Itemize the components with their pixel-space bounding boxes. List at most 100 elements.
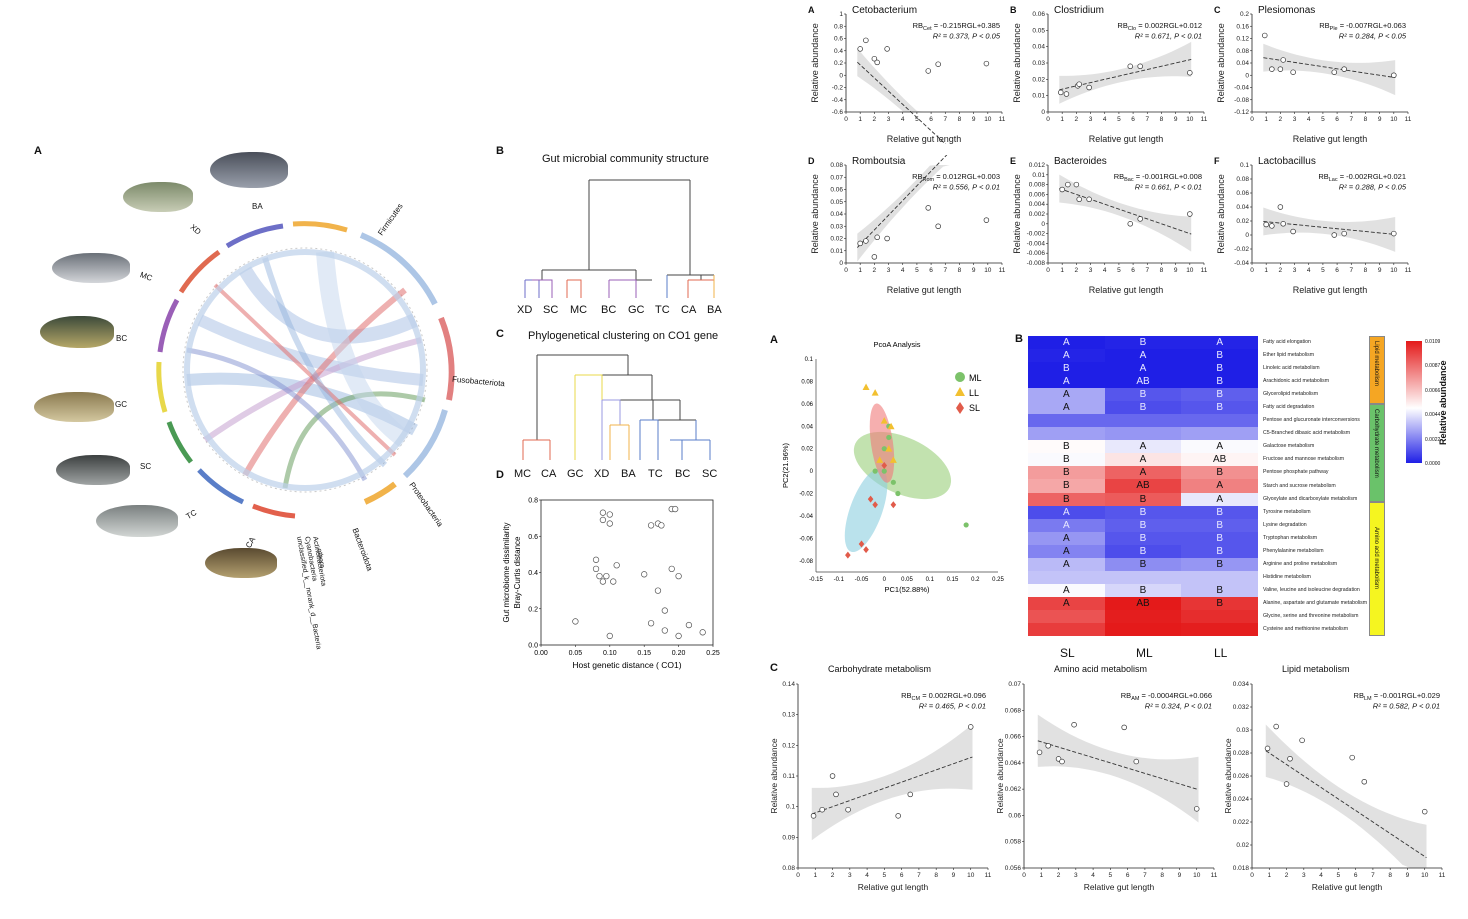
reg-romboutsia-x-tick-label: 6	[929, 267, 933, 274]
reg-clostridium-y-tick-label: 0.06	[1032, 11, 1045, 18]
scatter-d-point	[599, 509, 607, 516]
reg-carbohydrate-x-tick-label: 8	[934, 872, 938, 879]
fish-image-ba	[210, 152, 288, 188]
reg-lactobacillus-x-tick-label: 11	[1405, 267, 1412, 274]
reg-genus-title: Plesiomonas	[1258, 5, 1316, 16]
reg-plesiomonas-stats: R² = 0.284, P < 0.05	[1339, 32, 1407, 41]
reg-lactobacillus-x-tick-label: 8	[1364, 267, 1368, 274]
pcoa-point-ll	[876, 456, 884, 463]
heatmap-cell	[1181, 622, 1258, 636]
heatmap-cell	[1104, 414, 1182, 428]
reg-lactobacillus-x-tick-label: 2	[1279, 267, 1283, 274]
colorbar-tick-label: 0.0000	[1425, 461, 1441, 467]
heatmap-cell: B	[1104, 583, 1182, 597]
reg-clostridium-svg: 0 1 2 3 4 5 6 7 8 9 10 11 0 0.01 0.02 0.03 0.04 0.05 0.06 R…	[1012, 11, 1208, 144]
pcoa-y-tick-label: -0.04	[799, 514, 813, 520]
heatmap-cell	[1104, 570, 1182, 584]
reg-lactobacillus-x-tick-label: 3	[1293, 267, 1297, 274]
reg-lipid-point	[1287, 755, 1293, 762]
scatter-d-point	[592, 556, 600, 563]
pcoa-x-tick-label: 0.2	[971, 577, 980, 583]
reg-amino-point	[1059, 758, 1065, 765]
reg-lipid-x-tick-label: 2	[1285, 872, 1289, 879]
reg-romboutsia-x-tick-label: 1	[858, 267, 862, 274]
reg-amino-x-tick-label: 4	[1091, 872, 1095, 879]
reg-cetobacterium-x-label: Relative gut length	[887, 134, 962, 144]
scatter-d-x-tick-label: 0.10	[603, 650, 617, 657]
heatmap-row-label: Linoleic acid metabolism	[1263, 365, 1320, 372]
reg-amino-point	[1121, 724, 1127, 731]
scatter-d-point	[675, 632, 682, 640]
reg-plesiomonas-x-tick-label: 8	[1364, 116, 1368, 123]
reg-cetobacterium-point	[935, 61, 941, 67]
reg-romboutsia-x-tick-label: 11	[999, 267, 1006, 274]
reg-lipid-confidence-band	[1265, 724, 1427, 868]
reg-amino-y-tick-label: 0.058	[1005, 839, 1022, 846]
pcoa-y-tick-label: 0.06	[801, 402, 813, 408]
heatmap-row-label: Arginine and proline metabolism	[1263, 560, 1338, 567]
dendro-b-leaf-4: GC	[628, 304, 645, 316]
reg-bacteroides-point	[1127, 221, 1134, 227]
reg-carbohydrate-y-label: Relative abundance	[769, 738, 779, 813]
heatmap-cell: B	[1181, 596, 1258, 610]
reg-carbohydrate-y-tick-label: 0.12	[782, 742, 795, 749]
pcoa-title: PcoA Analysis	[873, 340, 920, 349]
pcoa-point-sl	[845, 551, 851, 559]
scatter-d-x-tick-label: 0.25	[706, 650, 720, 657]
reg-romboutsia-svg: 0 1 2 3 4 5 6 7 8 9 10 11 0 0.01 0.02 0.03 0.04 0.05 0.06 0…	[810, 155, 1006, 295]
heatmap-cell: A	[1104, 362, 1182, 376]
heatmap-cell: B	[1104, 505, 1182, 519]
reg-clostridium-x-tick-label: 2	[1075, 116, 1079, 123]
reg-panel-letter: B	[1010, 5, 1017, 15]
reg-lipid-x-tick-label: 4	[1319, 872, 1323, 879]
heatmap-cell: B	[1028, 492, 1105, 506]
reg-lipid-fit-line	[1265, 750, 1427, 859]
reg-romboutsia-x-tick-label: 5	[915, 267, 919, 274]
reg-lactobacillus-point	[1391, 230, 1397, 237]
heatmap-row-label: Starch and sucrose metabolism	[1263, 482, 1336, 489]
reg-cetobacterium-point	[884, 46, 890, 52]
scatter-d-point	[647, 620, 655, 627]
reg-plesiomonas-x-tick-label: 11	[1405, 116, 1412, 123]
reg-plesiomonas-y-tick-label: -0.12	[1234, 109, 1249, 116]
reg-clostridium-x-tick-label: 5	[1117, 116, 1121, 123]
reg-bottom-title: Lipid metabolism	[1282, 664, 1350, 674]
pcoa-y-tick-label: -0.02	[799, 492, 813, 498]
reg-plesiomonas-point	[1269, 66, 1275, 72]
fish-image-mc	[52, 253, 130, 283]
dendro-c-leaf-0: MC	[514, 468, 532, 480]
fish-label-gc: GC	[115, 400, 127, 409]
pcoa-point-ml	[886, 434, 892, 441]
reg-lactobacillus-x-tick-label: 4	[1307, 267, 1311, 274]
heatmap-row-label: Arachidonic acid metabolism	[1263, 378, 1330, 385]
reg-plesiomonas-x-tick-label: 2	[1279, 116, 1283, 123]
reg-bacteroides-x-tick-label: 0	[1046, 267, 1050, 274]
panel-letter-c-left: C	[496, 328, 504, 340]
reg-cetobacterium-equation: RBCet = -0.215RGL+0.385	[913, 21, 1000, 32]
heatmap-cell: A	[1028, 505, 1105, 519]
reg-cetobacterium-y-tick-label: 0	[839, 72, 843, 79]
heatmap-row-label: Tryptophan metabolism	[1263, 534, 1318, 541]
pcoa-point-ml	[963, 522, 969, 528]
heatmap-row-label: Fatty acid elongation	[1263, 339, 1311, 346]
fish-image-tc	[96, 505, 178, 537]
heatmap-col-ll: LL	[1214, 646, 1228, 660]
reg-clostridium-point	[1187, 70, 1193, 76]
reg-romboutsia-y-tick-label: 0.08	[830, 162, 843, 169]
dendro-b-leaf-1: SC	[543, 304, 559, 316]
reg-plesiomonas-x-tick-label: 7	[1349, 116, 1353, 123]
reg-plesiomonas-point	[1391, 72, 1397, 78]
reg-bacteroides-x-tick-label: 9	[1174, 267, 1178, 274]
reg-romboutsia-x-tick-label: 3	[887, 267, 891, 274]
reg-plesiomonas-x-label: Relative gut length	[1293, 134, 1368, 144]
reg-amino-x-tick-label: 8	[1160, 872, 1164, 879]
pcoa-x-tick-label: 0.05	[901, 577, 913, 583]
reg-cetobacterium-y-tick-label: 1	[839, 11, 843, 18]
colorbar-tick-label: 0.0109	[1425, 339, 1441, 345]
reg-lipid-x-tick-label: 11	[1439, 872, 1446, 879]
reg-clostridium-y-tick-label: 0.03	[1032, 60, 1045, 67]
heatmap-cell: B	[1181, 362, 1258, 376]
carb-group-label: Carbohydrate metabolism	[1373, 409, 1379, 478]
reg-lactobacillus-y-tick-label: 0.1	[1240, 162, 1249, 169]
reg-amino-y-tick-label: 0.062	[1005, 786, 1022, 793]
